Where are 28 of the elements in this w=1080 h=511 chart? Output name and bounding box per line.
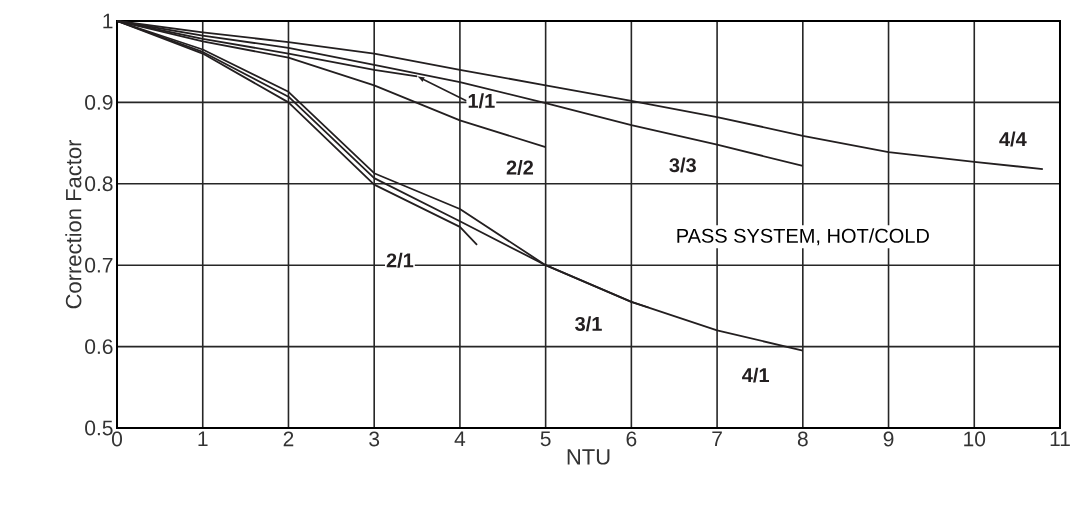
- y-axis-title: Correction Factor: [65, 139, 82, 309]
- x-tick-label: 8: [797, 431, 808, 447]
- text: 2/1: [386, 252, 414, 268]
- y-tick-label: 0.6: [85, 339, 113, 355]
- series-label: 4/4: [999, 131, 1027, 147]
- series-label: 4/1: [742, 367, 770, 383]
- series-label: 2/2: [506, 160, 534, 175]
- y-tick-label: 0.5: [85, 420, 113, 436]
- x-tick-label: 4: [454, 431, 466, 446]
- x-tick-label: 6: [626, 431, 637, 447]
- y-tick-label: 0.9: [85, 94, 113, 110]
- x-tick-label: 0: [111, 431, 123, 447]
- y-tick-label: 0.7: [85, 257, 113, 273]
- x-tick-label: 9: [883, 431, 894, 447]
- annotation: PASS SYSTEM, HOT/COLD: [677, 228, 929, 246]
- y-tick-label: 1: [103, 13, 113, 29]
- x-tick-label: 7: [712, 431, 722, 446]
- x-tick-label: 10: [964, 431, 986, 447]
- x-tick-label: 3: [369, 431, 380, 447]
- series-label: 3/1: [575, 316, 602, 332]
- x-tick-label: 11: [1050, 431, 1070, 446]
- legend-label: 1/1: [468, 93, 495, 109]
- x-tick-label: 1: [198, 431, 208, 446]
- x-tick-label: 2: [283, 431, 294, 447]
- x-tick-label: 5: [540, 431, 551, 447]
- x-axis-title: NTU: [567, 449, 610, 465]
- series-label: 3/3: [669, 157, 696, 173]
- y-tick-label: 0.8: [85, 176, 113, 192]
